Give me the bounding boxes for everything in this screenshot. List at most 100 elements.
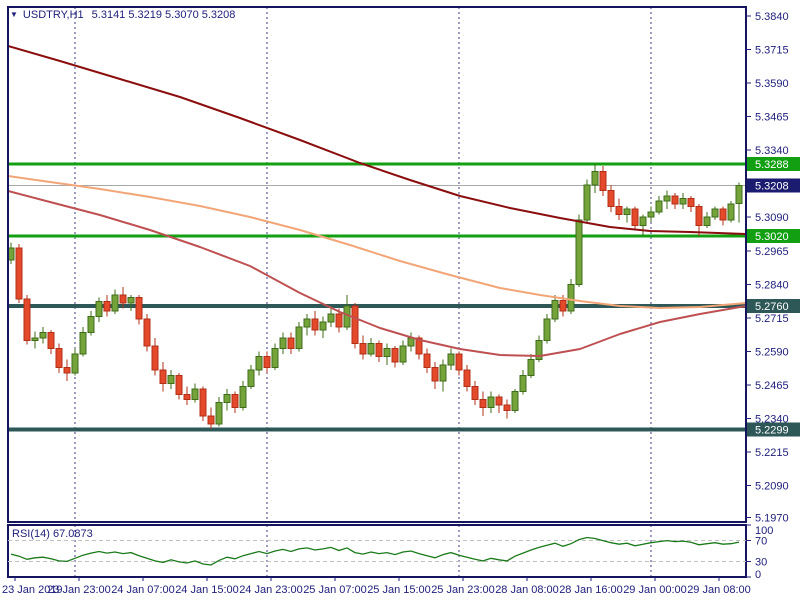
candle xyxy=(231,393,239,409)
ma-medium-salmon xyxy=(8,175,746,309)
time-axis-label: 25 Jan 07:00 xyxy=(303,584,367,596)
svg-text:5.3208: 5.3208 xyxy=(755,181,789,193)
candle xyxy=(311,318,319,331)
price-axis-label: 5.3340 xyxy=(755,145,789,157)
chart-header: ▼ USDTRY,H1 5.3141 5.3219 5.3070 5.3208 xyxy=(10,9,235,21)
candle xyxy=(695,205,703,226)
main-plot-area xyxy=(8,45,746,432)
candle xyxy=(175,375,183,395)
candle xyxy=(87,315,95,334)
candle xyxy=(463,369,471,387)
candle xyxy=(487,396,495,409)
candle xyxy=(295,326,303,350)
candle xyxy=(191,388,199,401)
candle xyxy=(479,399,487,409)
candle xyxy=(367,342,375,355)
candle xyxy=(439,364,447,382)
candle xyxy=(727,203,735,221)
candle xyxy=(47,332,55,350)
candle xyxy=(167,375,175,385)
candle xyxy=(303,318,311,328)
candle xyxy=(655,200,663,213)
candle xyxy=(335,313,343,328)
candle xyxy=(615,205,623,216)
svg-text:5.2299: 5.2299 xyxy=(755,424,789,436)
rsi-axis-label: 70 xyxy=(755,536,767,548)
candle xyxy=(383,348,391,358)
candle xyxy=(31,337,39,342)
symbol-dropdown-icon[interactable]: ▼ xyxy=(10,10,18,19)
candle xyxy=(23,298,31,342)
panel-frames xyxy=(7,6,747,578)
candle xyxy=(551,299,559,320)
candle xyxy=(519,375,527,393)
time-axis-label: 28 Jan 08:00 xyxy=(495,584,559,596)
price-axis-label: 5.3715 xyxy=(755,45,789,57)
candle xyxy=(495,396,503,406)
candle xyxy=(407,337,415,347)
candle xyxy=(447,353,455,366)
level-lines[interactable] xyxy=(8,162,746,432)
price-level-box: 5.3208 xyxy=(747,178,800,193)
time-axis-label: 29 Jan 08:00 xyxy=(687,584,751,596)
candle xyxy=(111,294,119,312)
time-axis-label: 24 Jan 23:00 xyxy=(239,584,303,596)
candle xyxy=(591,171,599,186)
svg-text:5.3288: 5.3288 xyxy=(755,159,789,171)
candle xyxy=(79,332,87,355)
candle xyxy=(127,297,135,304)
candle xyxy=(135,297,143,320)
candle xyxy=(375,342,383,358)
candle xyxy=(95,301,103,317)
candle xyxy=(607,189,615,207)
price-axis-label: 5.3465 xyxy=(755,112,789,124)
candle xyxy=(279,337,287,350)
price-axis-label: 5.3590 xyxy=(755,78,789,90)
candle xyxy=(735,185,743,205)
time-axis-label: 29 Jan 00:00 xyxy=(623,584,687,596)
vertical-gridlines xyxy=(74,7,652,577)
candle xyxy=(327,313,335,323)
candle xyxy=(199,388,207,417)
ma-slow-maroon xyxy=(8,45,746,235)
candle xyxy=(647,211,655,218)
price-axis-label: 5.2465 xyxy=(755,380,789,392)
candle xyxy=(631,208,639,226)
candle xyxy=(599,171,607,191)
candle xyxy=(543,318,551,342)
candle xyxy=(287,337,295,350)
rsi-axis-label: 30 xyxy=(755,556,767,568)
price-axis-label: 5.3840 xyxy=(755,11,789,23)
candle xyxy=(719,208,727,221)
candle xyxy=(471,385,479,401)
candle xyxy=(183,393,191,401)
candle xyxy=(63,366,71,374)
candle xyxy=(151,345,159,371)
candle xyxy=(351,305,359,344)
candle xyxy=(39,332,47,339)
candle xyxy=(711,208,719,218)
candle xyxy=(215,401,223,425)
rsi-axis-label: 0 xyxy=(755,569,761,581)
candle xyxy=(559,299,567,312)
candle xyxy=(535,340,543,360)
candle xyxy=(415,337,423,355)
time-axis-label: 23 Jan 23:00 xyxy=(47,584,111,596)
price-level-box: 5.3020 xyxy=(747,229,800,244)
candle xyxy=(639,216,647,226)
candle xyxy=(247,369,255,387)
price-axis[interactable]: 5.3840 5.3715 5.3590 5.3465 5.3340 5.3090 5.29… xyxy=(746,11,800,525)
candle xyxy=(8,247,15,261)
time-axis-label: 25 Jan 15:00 xyxy=(367,584,431,596)
candle xyxy=(271,348,279,368)
price-axis-label: 5.1970 xyxy=(755,513,789,525)
candle xyxy=(623,208,631,216)
candle xyxy=(679,197,687,205)
svg-text:5.2760: 5.2760 xyxy=(755,301,789,313)
candle xyxy=(423,353,431,368)
candle xyxy=(511,391,519,411)
candle xyxy=(15,247,23,300)
